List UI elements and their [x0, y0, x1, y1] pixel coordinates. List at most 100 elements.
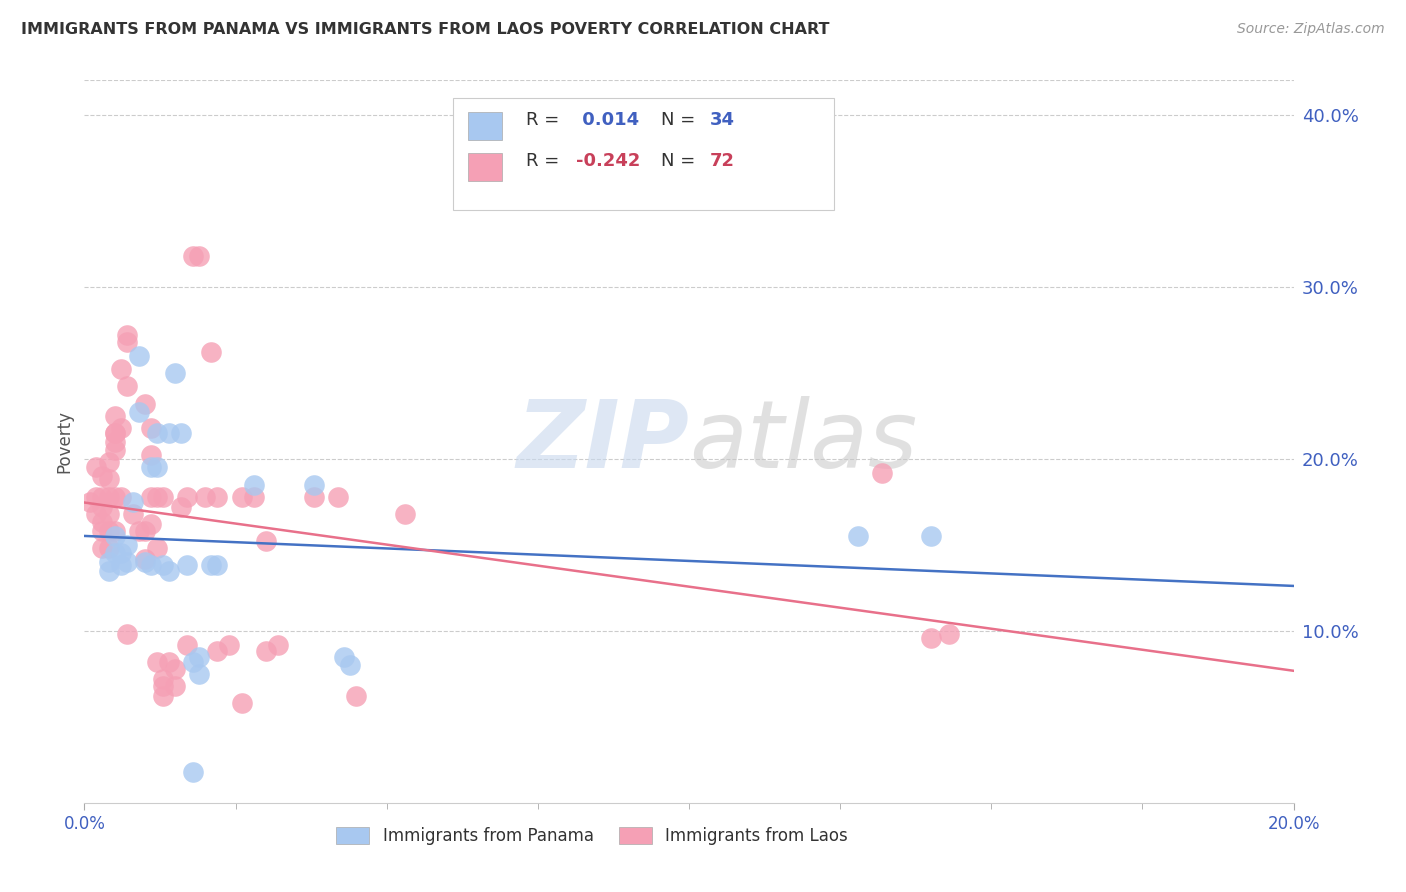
- Point: [97, 490, 120, 504]
- Point: [207, 490, 229, 504]
- Point: [139, 448, 162, 462]
- Point: [86, 490, 108, 504]
- Point: [181, 249, 204, 263]
- Point: [302, 477, 325, 491]
- Point: [97, 507, 120, 521]
- Point: [181, 655, 204, 669]
- Point: [91, 500, 114, 514]
- Point: [231, 696, 253, 710]
- Text: 72: 72: [710, 153, 734, 170]
- Point: [157, 655, 180, 669]
- Point: [97, 541, 120, 556]
- Point: [104, 443, 127, 458]
- Point: [188, 666, 211, 681]
- Point: [128, 349, 150, 363]
- Point: [328, 490, 350, 504]
- Point: [97, 472, 120, 486]
- Y-axis label: Poverty: Poverty: [55, 410, 73, 473]
- Point: [115, 327, 138, 342]
- Point: [157, 564, 180, 578]
- Text: IMMIGRANTS FROM PANAMA VS IMMIGRANTS FROM LAOS POVERTY CORRELATION CHART: IMMIGRANTS FROM PANAMA VS IMMIGRANTS FRO…: [21, 22, 830, 37]
- Point: [200, 558, 222, 573]
- Point: [242, 490, 264, 504]
- Point: [218, 638, 240, 652]
- Point: [339, 658, 361, 673]
- Point: [91, 469, 114, 483]
- Point: [128, 524, 150, 538]
- Point: [91, 524, 114, 538]
- Point: [139, 421, 162, 435]
- Point: [104, 434, 127, 449]
- Point: [302, 490, 325, 504]
- Point: [146, 541, 169, 556]
- Point: [115, 627, 138, 641]
- Point: [139, 558, 162, 573]
- Point: [254, 644, 277, 658]
- Point: [200, 345, 222, 359]
- Point: [188, 249, 211, 263]
- Point: [346, 689, 368, 703]
- Point: [104, 409, 127, 423]
- Point: [170, 500, 193, 514]
- Point: [146, 460, 169, 475]
- Point: [110, 490, 132, 504]
- Point: [104, 546, 127, 560]
- Text: N =: N =: [661, 153, 702, 170]
- Text: R =: R =: [526, 153, 565, 170]
- Point: [920, 529, 942, 543]
- Point: [176, 638, 198, 652]
- Point: [231, 490, 253, 504]
- Point: [91, 490, 114, 504]
- Point: [115, 379, 138, 393]
- Text: -0.242: -0.242: [576, 153, 641, 170]
- Point: [134, 524, 156, 538]
- Point: [165, 662, 187, 676]
- Point: [165, 366, 187, 380]
- Text: 0.014: 0.014: [576, 111, 640, 129]
- Point: [134, 555, 156, 569]
- Point: [267, 638, 290, 652]
- Point: [110, 362, 132, 376]
- Text: Source: ZipAtlas.com: Source: ZipAtlas.com: [1237, 22, 1385, 37]
- Point: [139, 490, 162, 504]
- FancyBboxPatch shape: [453, 98, 834, 211]
- Point: [152, 672, 174, 686]
- Point: [152, 490, 174, 504]
- Point: [152, 689, 174, 703]
- Point: [104, 490, 127, 504]
- Point: [110, 546, 132, 560]
- FancyBboxPatch shape: [468, 153, 502, 181]
- Legend: Immigrants from Panama, Immigrants from Laos: Immigrants from Panama, Immigrants from …: [336, 827, 848, 845]
- Point: [86, 507, 108, 521]
- Point: [121, 494, 143, 508]
- Point: [938, 627, 960, 641]
- Point: [846, 529, 869, 543]
- Point: [134, 551, 156, 566]
- Point: [207, 558, 229, 573]
- FancyBboxPatch shape: [468, 112, 502, 140]
- Point: [242, 477, 264, 491]
- Point: [104, 425, 127, 440]
- Point: [115, 334, 138, 349]
- Point: [333, 649, 356, 664]
- Point: [115, 538, 138, 552]
- Point: [97, 455, 120, 469]
- Point: [157, 425, 180, 440]
- Point: [86, 460, 108, 475]
- Point: [146, 490, 169, 504]
- Text: ZIP: ZIP: [516, 395, 689, 488]
- Point: [176, 490, 198, 504]
- Point: [181, 764, 204, 779]
- Point: [920, 631, 942, 645]
- Text: atlas: atlas: [689, 396, 917, 487]
- Point: [91, 541, 114, 556]
- Point: [394, 507, 416, 521]
- Point: [170, 425, 193, 440]
- Point: [872, 466, 894, 480]
- Point: [165, 679, 187, 693]
- Point: [104, 524, 127, 538]
- Point: [188, 649, 211, 664]
- Point: [97, 524, 120, 538]
- Point: [79, 494, 101, 508]
- Point: [91, 516, 114, 530]
